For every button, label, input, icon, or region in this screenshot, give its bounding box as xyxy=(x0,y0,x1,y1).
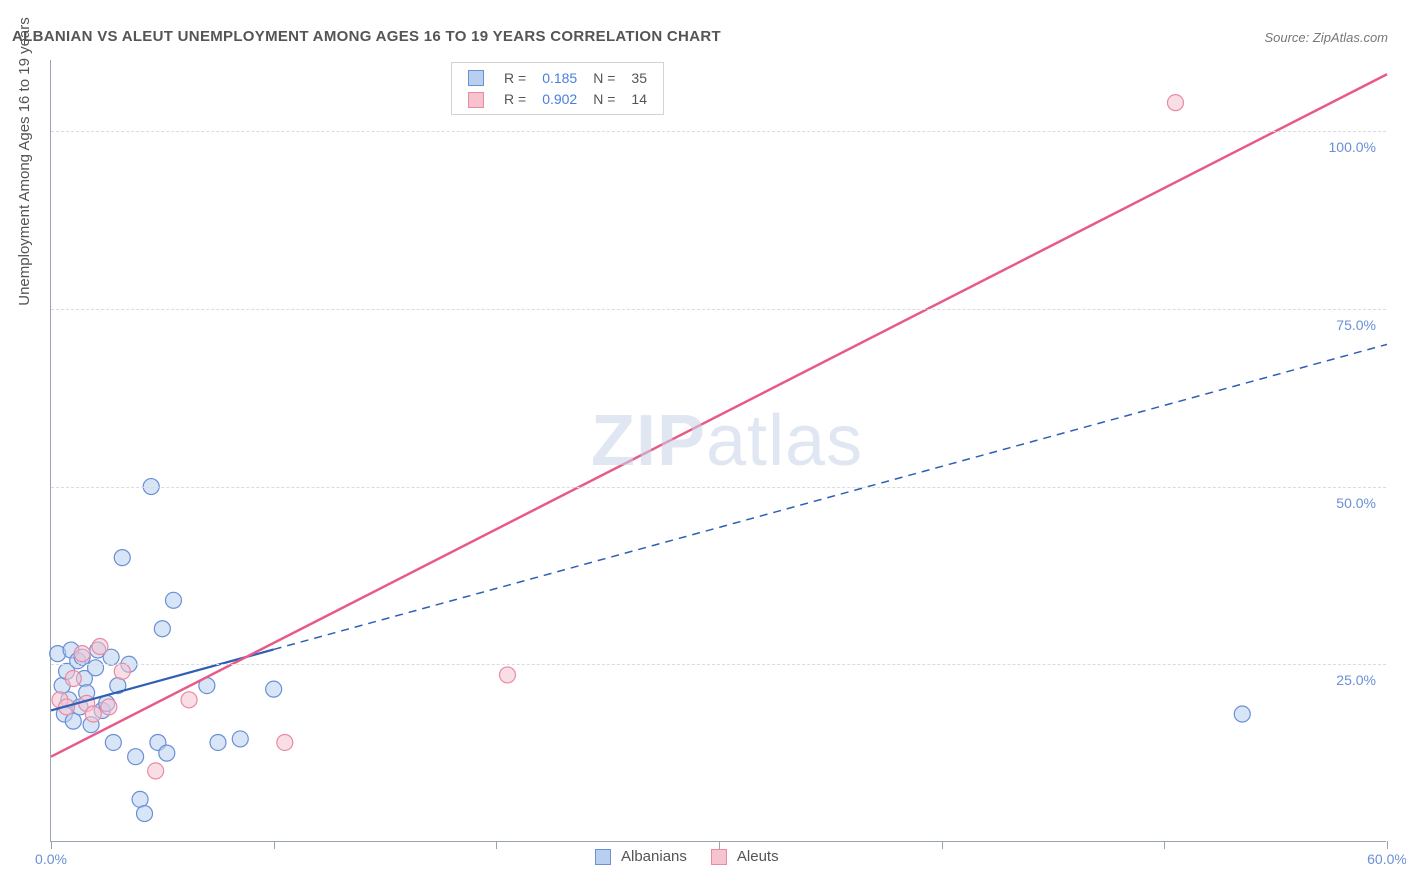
n-aleuts: 14 xyxy=(623,88,655,109)
ytick-label: 50.0% xyxy=(1336,495,1376,511)
xtick xyxy=(496,841,497,849)
legend-item-albanians: Albanians xyxy=(595,848,687,865)
xtick-label: 0.0% xyxy=(35,851,67,867)
data-point xyxy=(105,734,121,750)
data-point xyxy=(65,713,81,729)
plot-area: ZIPatlas R = 0.185 N = 35 R = 0.902 N = … xyxy=(50,60,1386,842)
data-point xyxy=(1234,706,1250,722)
data-point xyxy=(159,745,175,761)
data-point xyxy=(137,806,153,822)
data-point xyxy=(74,646,90,662)
data-point xyxy=(114,550,130,566)
gridline-h xyxy=(51,664,1386,665)
legend-bottom: Albanians Aleuts xyxy=(595,848,779,865)
r-albanians: 0.185 xyxy=(534,67,585,88)
gridline-h xyxy=(51,309,1386,310)
swatch-aleuts-bottom xyxy=(711,849,727,865)
data-point xyxy=(277,734,293,750)
ytick-label: 100.0% xyxy=(1329,139,1376,155)
legend-correlation: R = 0.185 N = 35 R = 0.902 N = 14 xyxy=(451,62,664,115)
xtick xyxy=(1387,841,1388,849)
swatch-albanians xyxy=(468,70,484,86)
data-point xyxy=(154,621,170,637)
chart-svg xyxy=(51,60,1386,841)
data-point xyxy=(148,763,164,779)
ytick-label: 25.0% xyxy=(1336,672,1376,688)
data-point xyxy=(85,706,101,722)
data-point xyxy=(499,667,515,683)
gridline-h xyxy=(51,131,1386,132)
xtick xyxy=(274,841,275,849)
xtick xyxy=(942,841,943,849)
legend-label-albanians: Albanians xyxy=(621,848,687,865)
chart-title: ALBANIAN VS ALEUT UNEMPLOYMENT AMONG AGE… xyxy=(12,28,721,45)
data-point xyxy=(88,660,104,676)
ytick-label: 75.0% xyxy=(1336,317,1376,333)
legend-row-albanians: R = 0.185 N = 35 xyxy=(460,67,655,88)
xtick-label: 60.0% xyxy=(1367,851,1406,867)
legend-table: R = 0.185 N = 35 R = 0.902 N = 14 xyxy=(460,67,655,110)
y-axis-label: Unemployment Among Ages 16 to 19 years xyxy=(16,17,33,306)
legend-item-aleuts: Aleuts xyxy=(711,848,779,865)
n-albanians: 35 xyxy=(623,67,655,88)
data-point xyxy=(132,791,148,807)
trend-line xyxy=(51,74,1387,756)
data-point xyxy=(1167,95,1183,111)
swatch-aleuts xyxy=(468,92,484,108)
trend-line-dashed xyxy=(274,344,1387,649)
r-aleuts: 0.902 xyxy=(534,88,585,109)
legend-row-aleuts: R = 0.902 N = 14 xyxy=(460,88,655,109)
data-point xyxy=(114,663,130,679)
data-point xyxy=(101,699,117,715)
source-label: Source: ZipAtlas.com xyxy=(1264,30,1388,45)
data-point xyxy=(181,692,197,708)
data-point xyxy=(232,731,248,747)
legend-label-aleuts: Aleuts xyxy=(737,848,779,865)
data-point xyxy=(165,592,181,608)
gridline-h xyxy=(51,487,1386,488)
xtick xyxy=(1164,841,1165,849)
data-point xyxy=(210,734,226,750)
data-point xyxy=(266,681,282,697)
swatch-albanians-bottom xyxy=(595,849,611,865)
xtick xyxy=(51,841,52,849)
data-point xyxy=(92,639,108,655)
data-point xyxy=(65,670,81,686)
data-point xyxy=(128,749,144,765)
